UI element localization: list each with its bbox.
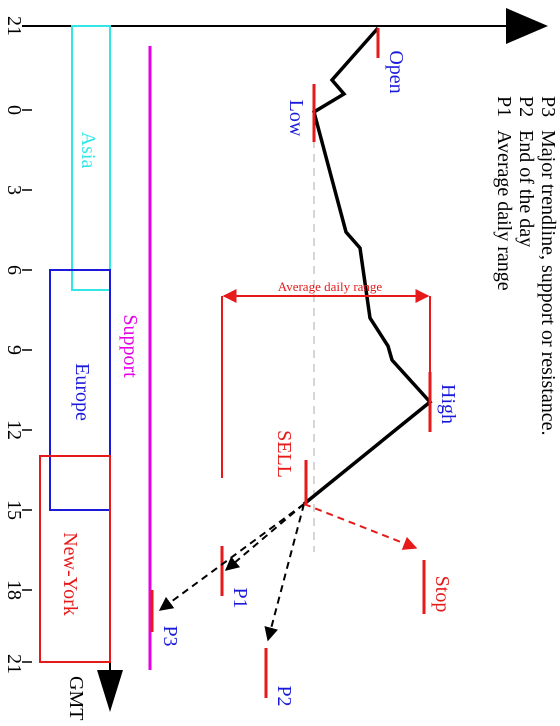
time-tick-label: 6 <box>3 265 25 275</box>
arrow-to-p2 <box>264 503 305 642</box>
support-label: Support <box>119 314 141 378</box>
session-label-europe: Europe <box>71 363 93 421</box>
stop-label: Stop <box>431 576 453 613</box>
time-tick-label: 21 <box>3 16 25 36</box>
legend-key-p2: P2 <box>515 96 537 117</box>
session-label-new-york: New-York <box>59 532 81 616</box>
time-tick-label: 0 <box>3 105 25 115</box>
high-label: High <box>437 384 459 424</box>
time-tick-marks <box>22 25 32 663</box>
low-label: Low <box>285 100 307 137</box>
time-tick-label: 15 <box>3 500 25 520</box>
average-daily-range-label: Average daily range <box>278 279 383 294</box>
time-tick-label: 21 <box>3 654 25 674</box>
legend-text-p2: End of the day <box>515 130 537 247</box>
p3-label: P3 <box>159 625 181 646</box>
arrow-to-p1 <box>224 503 305 571</box>
p1-label: P1 <box>229 587 251 608</box>
session-box-asia <box>71 25 111 291</box>
legend-key-p3: P3 <box>537 96 559 117</box>
time-tick-label: 18 <box>3 580 25 600</box>
average-daily-range-bracket <box>221 289 431 478</box>
time-tick-label: 12 <box>3 420 25 440</box>
legend-key-p1: P1 <box>493 96 515 117</box>
legend-text-p1: Average daily range <box>493 130 515 291</box>
sell-label: SELL <box>273 430 295 478</box>
arrow-to-stop <box>303 503 418 550</box>
session-box-new-york <box>39 455 111 663</box>
time-unit-label: GMT <box>65 676 87 720</box>
time-tick-label: 9 <box>3 345 25 355</box>
legend-text-p3: Major trendline, support or resistance. <box>537 130 559 435</box>
session-box-europe <box>49 269 111 511</box>
p2-label: P2 <box>273 685 295 706</box>
arrow-to-p3 <box>158 503 305 611</box>
legend: P1 Average daily range P2 End of the day… <box>493 96 559 435</box>
session-label-asia: Asia <box>77 132 99 169</box>
price-path <box>302 26 433 506</box>
time-tick-label: 3 <box>3 185 25 195</box>
time-tick-labels: 21 0 3 6 9 12 15 18 21 GMT <box>3 16 87 720</box>
open-label: Open <box>385 50 407 93</box>
